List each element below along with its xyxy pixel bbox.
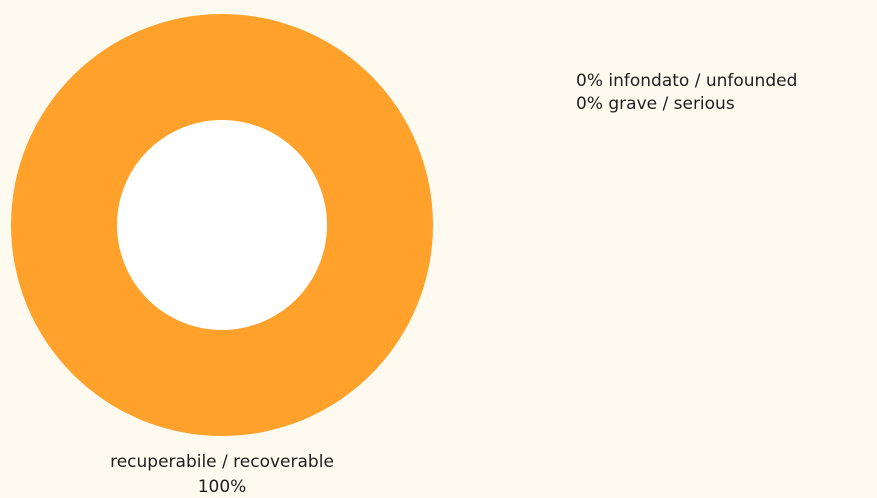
slice-label-recoverable: recuperabile / recoverable [110, 452, 334, 472]
slice-value-recoverable: 100% [197, 477, 247, 497]
zero-value-label-unfounded: 0% infondato / unfounded [576, 71, 798, 91]
zero-value-legend: 0% infondato / unfounded 0% grave / seri… [576, 70, 797, 116]
donut-hole [117, 120, 327, 330]
zero-value-label-serious: 0% grave / serious [576, 94, 735, 114]
